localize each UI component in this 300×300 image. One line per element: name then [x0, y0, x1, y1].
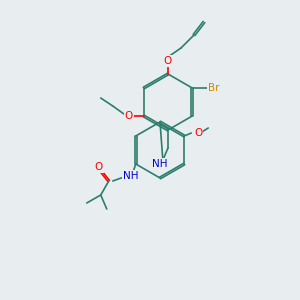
Text: NH: NH — [123, 171, 139, 181]
Text: NH: NH — [152, 159, 168, 169]
Text: Br: Br — [208, 83, 220, 93]
Text: O: O — [124, 111, 133, 121]
Text: O: O — [194, 128, 202, 138]
Text: O: O — [94, 162, 103, 172]
Text: O: O — [164, 56, 172, 66]
